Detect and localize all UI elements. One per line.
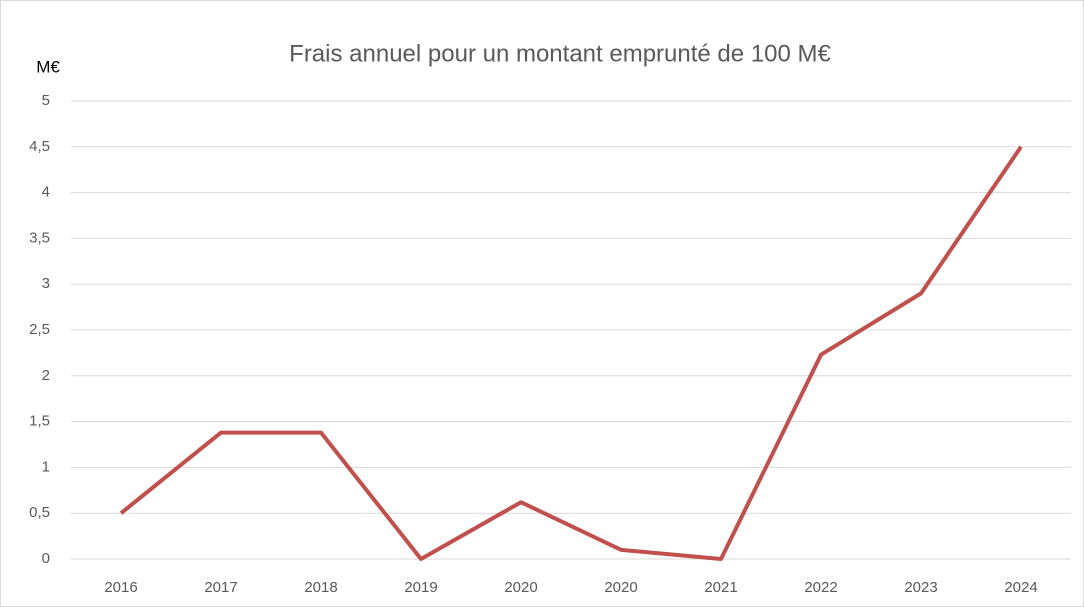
y-tick-label: 0 [42, 550, 50, 567]
x-tick-label: 2019 [404, 579, 437, 596]
line-series [119, 145, 1023, 561]
x-tick-label: 2024 [1004, 579, 1037, 596]
y-tick-label: 1 [42, 458, 50, 475]
x-tick-label: 2017 [204, 579, 237, 596]
x-tick-label: 2021 [704, 579, 737, 596]
y-axis-label: M€ [36, 57, 60, 76]
x-tick-label: 2022 [804, 579, 837, 596]
chart-title: Frais annuel pour un montant emprunté de… [289, 40, 831, 67]
y-tick-label: 3 [42, 275, 50, 292]
y-tick-label: 2,5 [29, 321, 50, 338]
x-tick-label: 2018 [304, 579, 337, 596]
y-tick-label: 0,5 [29, 504, 50, 521]
y-tick-label: 1,5 [29, 413, 50, 430]
y-tick-label: 4 [42, 184, 50, 201]
y-tick-label: 2 [42, 367, 50, 384]
y-tick-label: 5 [42, 92, 50, 109]
y-tick-label: 4,5 [29, 138, 50, 155]
x-tick-label: 2023 [904, 579, 937, 596]
y-tick-label: 3,5 [29, 229, 50, 246]
x-tick-label: 2020 [604, 579, 637, 596]
x-tick-label: 2016 [104, 579, 137, 596]
x-tick-label: 2020 [504, 579, 537, 596]
